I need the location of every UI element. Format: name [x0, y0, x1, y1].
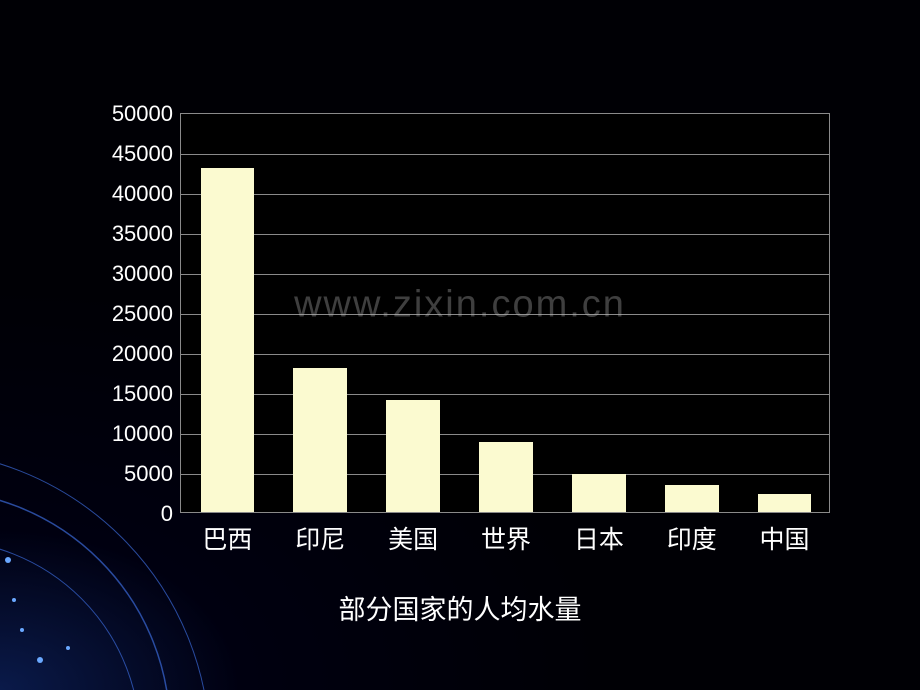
gridline: [181, 234, 829, 235]
bar: [201, 168, 255, 512]
gridline: [181, 354, 829, 355]
x-tick-label: 日本: [574, 512, 624, 556]
chart-caption: 部分国家的人均水量: [0, 588, 920, 627]
y-tick-label: 25000: [112, 301, 181, 327]
x-tick-label: 印度: [667, 512, 717, 556]
bar: [665, 485, 719, 512]
x-tick-label: 印尼: [295, 512, 345, 556]
y-tick-label: 0: [161, 501, 181, 527]
gridline: [181, 154, 829, 155]
y-tick-label: 10000: [112, 421, 181, 447]
gridline: [181, 274, 829, 275]
bar: [758, 494, 812, 512]
y-tick-label: 15000: [112, 381, 181, 407]
y-tick-label: 5000: [124, 461, 181, 487]
x-tick-label: 世界: [481, 512, 531, 556]
slide-root: 0 5000 10000 15000 20000 25000 30000 35000 40000…: [0, 0, 920, 690]
x-tick-label: 巴西: [202, 512, 252, 556]
gridline: [181, 194, 829, 195]
gridline: [181, 434, 829, 435]
x-tick-label: 中国: [760, 512, 810, 556]
x-tick-label: 美国: [388, 512, 438, 556]
bar: [479, 442, 533, 512]
y-tick-label: 45000: [112, 141, 181, 167]
y-tick-label: 20000: [112, 341, 181, 367]
gridline: [181, 394, 829, 395]
y-tick-label: 30000: [112, 261, 181, 287]
y-tick-label: 35000: [112, 221, 181, 247]
gridline: [181, 314, 829, 315]
y-tick-label: 40000: [112, 181, 181, 207]
bar: [386, 400, 440, 512]
plot-area: 0500010000150002000025000300003500040000…: [180, 113, 830, 513]
bar: [572, 474, 626, 512]
y-tick-label: 50000: [112, 101, 181, 127]
bar: [293, 368, 347, 512]
